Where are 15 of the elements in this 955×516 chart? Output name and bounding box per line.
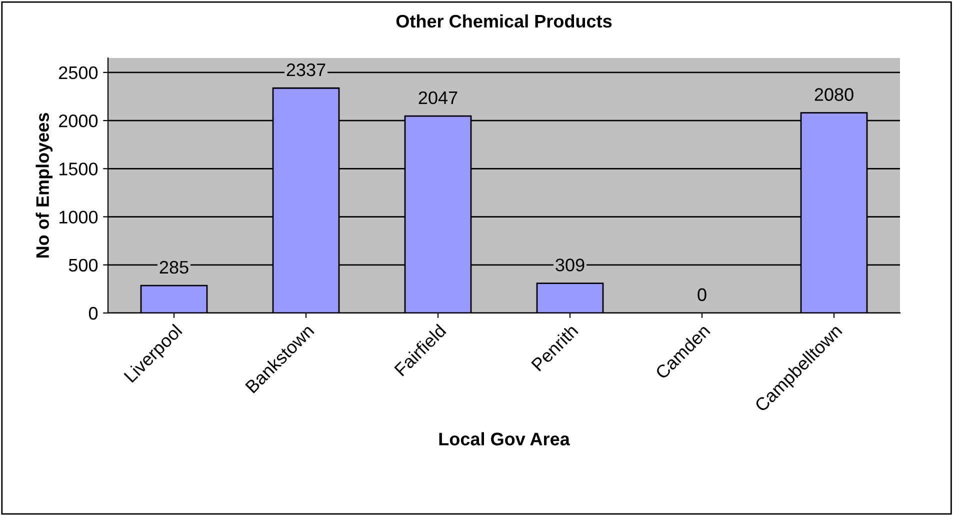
- y-axis-title: No of Employees: [36, 112, 53, 258]
- y-tick-label: 500: [68, 258, 98, 272]
- data-label: 0: [698, 288, 706, 302]
- data-label: 309: [556, 258, 584, 272]
- data-label: 2337: [286, 63, 326, 76]
- y-tick-label: 2500: [59, 66, 98, 80]
- chart-title: Other Chemical Products: [396, 14, 612, 28]
- data-label: 2047: [418, 91, 458, 104]
- data-label: 285: [160, 260, 188, 274]
- data-label: 2080: [814, 88, 854, 101]
- y-tick-label: 2000: [59, 114, 98, 128]
- x-axis-title: Local Gov Area: [439, 432, 570, 446]
- y-tick-label: 0: [88, 306, 98, 320]
- y-tick-label: 1000: [59, 210, 98, 224]
- y-tick-label: 1500: [59, 162, 98, 176]
